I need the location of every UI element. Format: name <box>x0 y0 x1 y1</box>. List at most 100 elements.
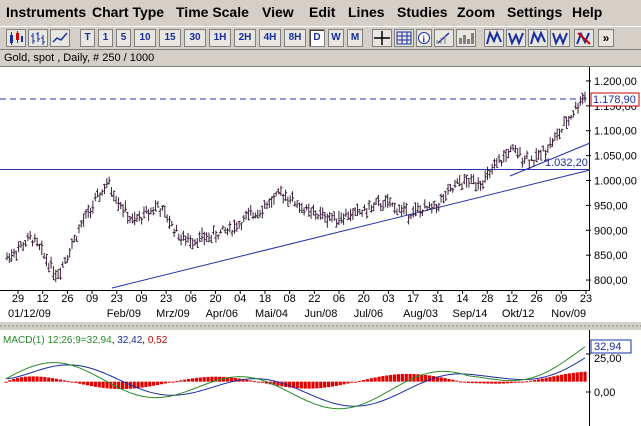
date-axis-month: Jun/08 <box>304 308 337 320</box>
timeframe-w-button[interactable]: W <box>328 29 344 47</box>
price-pane <box>0 66 590 290</box>
timeframe-m-button[interactable]: M <box>347 29 363 47</box>
macd-histogram-bar <box>136 381 140 389</box>
macd-histogram-bar <box>190 378 195 382</box>
timeframe-30-button[interactable]: 30 <box>184 29 206 47</box>
macd-histogram-bar <box>39 376 43 382</box>
macd-histogram-bar <box>497 381 502 384</box>
macd-histogram-bar <box>420 374 424 382</box>
macd-hist-value: 0,52 <box>148 335 168 346</box>
trendline-tool-4-icon[interactable] <box>550 29 570 47</box>
volume-icon[interactable] <box>456 29 476 47</box>
macd-histogram-bar <box>505 381 509 384</box>
menu-help[interactable]: Help <box>572 4 603 20</box>
trendline-lower[interactable] <box>111 169 591 289</box>
macd-histogram-bar <box>381 376 385 382</box>
macd-histogram-bar <box>74 381 78 383</box>
macd-histogram-bar <box>567 373 572 382</box>
macd-histogram-bar <box>132 381 136 389</box>
trendline-upper[interactable] <box>509 142 591 177</box>
macd-histogram-bar <box>206 376 210 382</box>
timeframe-4h-button[interactable]: 4H <box>259 29 281 47</box>
macd-histogram-bar <box>225 377 230 382</box>
trendline-tool-1-icon[interactable] <box>484 29 504 47</box>
timeframe-15-button[interactable]: 15 <box>159 29 181 47</box>
timeframe-1-button[interactable]: 1 <box>98 29 113 47</box>
macd-histogram-bar <box>443 378 447 382</box>
date-axis-day: 26 <box>61 293 73 305</box>
timeframe-2h-button[interactable]: 2H <box>234 29 256 47</box>
menu-edit[interactable]: Edit <box>309 4 336 20</box>
timeframe-t-button[interactable]: T <box>80 29 95 47</box>
macd-histogram-bar <box>19 377 24 382</box>
info-icon[interactable]: i <box>416 29 432 47</box>
macd-histogram-bar <box>354 381 358 383</box>
menu-view[interactable]: View <box>262 4 294 20</box>
timeframe-10-button[interactable]: 10 <box>134 29 156 47</box>
trendline-tool-2-icon[interactable] <box>506 29 526 47</box>
line-chart-icon[interactable] <box>50 29 70 47</box>
delete-lines-icon[interactable] <box>574 29 594 47</box>
chart-area[interactable]: 800,00 850,00 900,00 950,00 1.000,00 1.050,00… <box>0 50 641 426</box>
macd-histogram-bar <box>369 378 373 382</box>
macd-histogram-bar <box>70 381 74 383</box>
macd-histogram-bar <box>35 376 39 382</box>
macd-histogram-bar <box>404 373 408 382</box>
menu-studies[interactable]: Studies <box>397 4 448 20</box>
macd-histogram-bar <box>78 381 82 384</box>
price-axis-label: 900,00 <box>594 225 628 237</box>
macd-histogram-bar <box>552 376 556 382</box>
draw-line-icon[interactable] <box>434 29 454 47</box>
macd-axis-label-25: 25,00 <box>594 353 622 365</box>
macd-histogram-bar <box>4 381 8 383</box>
timeframe-8h-button[interactable]: 8H <box>284 29 306 47</box>
macd-histogram-bar <box>486 381 490 384</box>
menu-chart-type[interactable]: Chart Type <box>92 4 165 20</box>
grid-icon[interactable] <box>394 29 414 47</box>
date-axis-day: 12 <box>506 293 518 305</box>
macd-histogram-bar <box>183 379 187 382</box>
date-axis-month: Sep/14 <box>453 308 488 320</box>
macd-histogram-bar <box>416 374 420 382</box>
macd-histogram-bar <box>54 378 59 382</box>
menu-time-scale[interactable]: Time Scale <box>176 4 249 20</box>
macd-histogram-bar <box>249 380 253 382</box>
macd-histogram-bar <box>66 381 70 383</box>
timeframe-1h-button[interactable]: 1H <box>209 29 231 47</box>
crosshair-icon[interactable] <box>372 29 392 47</box>
macd-histogram-bar <box>478 381 482 384</box>
macd-histogram-bar <box>280 381 284 387</box>
macd-histogram-bar <box>389 374 393 382</box>
macd-histogram-bar <box>358 380 362 382</box>
menu-zoom[interactable]: Zoom <box>457 4 496 20</box>
candlestick-icon[interactable] <box>6 29 26 47</box>
macd-histogram-bar <box>455 380 459 382</box>
menu-instruments[interactable]: Instruments <box>6 4 87 20</box>
macd-histogram-bar <box>563 374 568 382</box>
macd-histogram-bar <box>155 381 160 386</box>
macd-histogram-bar <box>159 381 164 385</box>
date-axis-day: 09 <box>135 293 147 305</box>
macd-histogram-bar <box>509 381 513 384</box>
menu-settings[interactable]: Settings <box>507 4 563 20</box>
date-axis-month: Mrz/09 <box>156 308 190 320</box>
more-tools-icon[interactable]: » <box>598 29 614 47</box>
ohlc-bar-icon[interactable] <box>28 29 48 47</box>
menu-lines[interactable]: Lines <box>348 4 385 20</box>
macd-histogram-bar <box>152 381 156 386</box>
macd-axis-label-0: 0,00 <box>594 387 615 399</box>
macd-value: =32,94 <box>81 335 112 346</box>
date-axis-day: 22 <box>308 293 320 305</box>
date-axis-day: 09 <box>86 293 98 305</box>
trendline-tool-3-icon[interactable] <box>528 29 548 47</box>
macd-pane <box>0 330 641 426</box>
timeframe-5-button[interactable]: 5 <box>116 29 131 47</box>
macd-histogram-bar <box>560 374 564 382</box>
macd-histogram-bar <box>89 381 94 387</box>
timeframe-d-button[interactable]: D <box>309 29 325 47</box>
macd-histogram-bar <box>264 381 268 384</box>
macd-histogram-bar <box>101 381 105 388</box>
date-axis-month: Nov/09 <box>551 308 586 320</box>
macd-histogram-bar <box>253 381 257 383</box>
macd-histogram-bar <box>490 381 494 384</box>
